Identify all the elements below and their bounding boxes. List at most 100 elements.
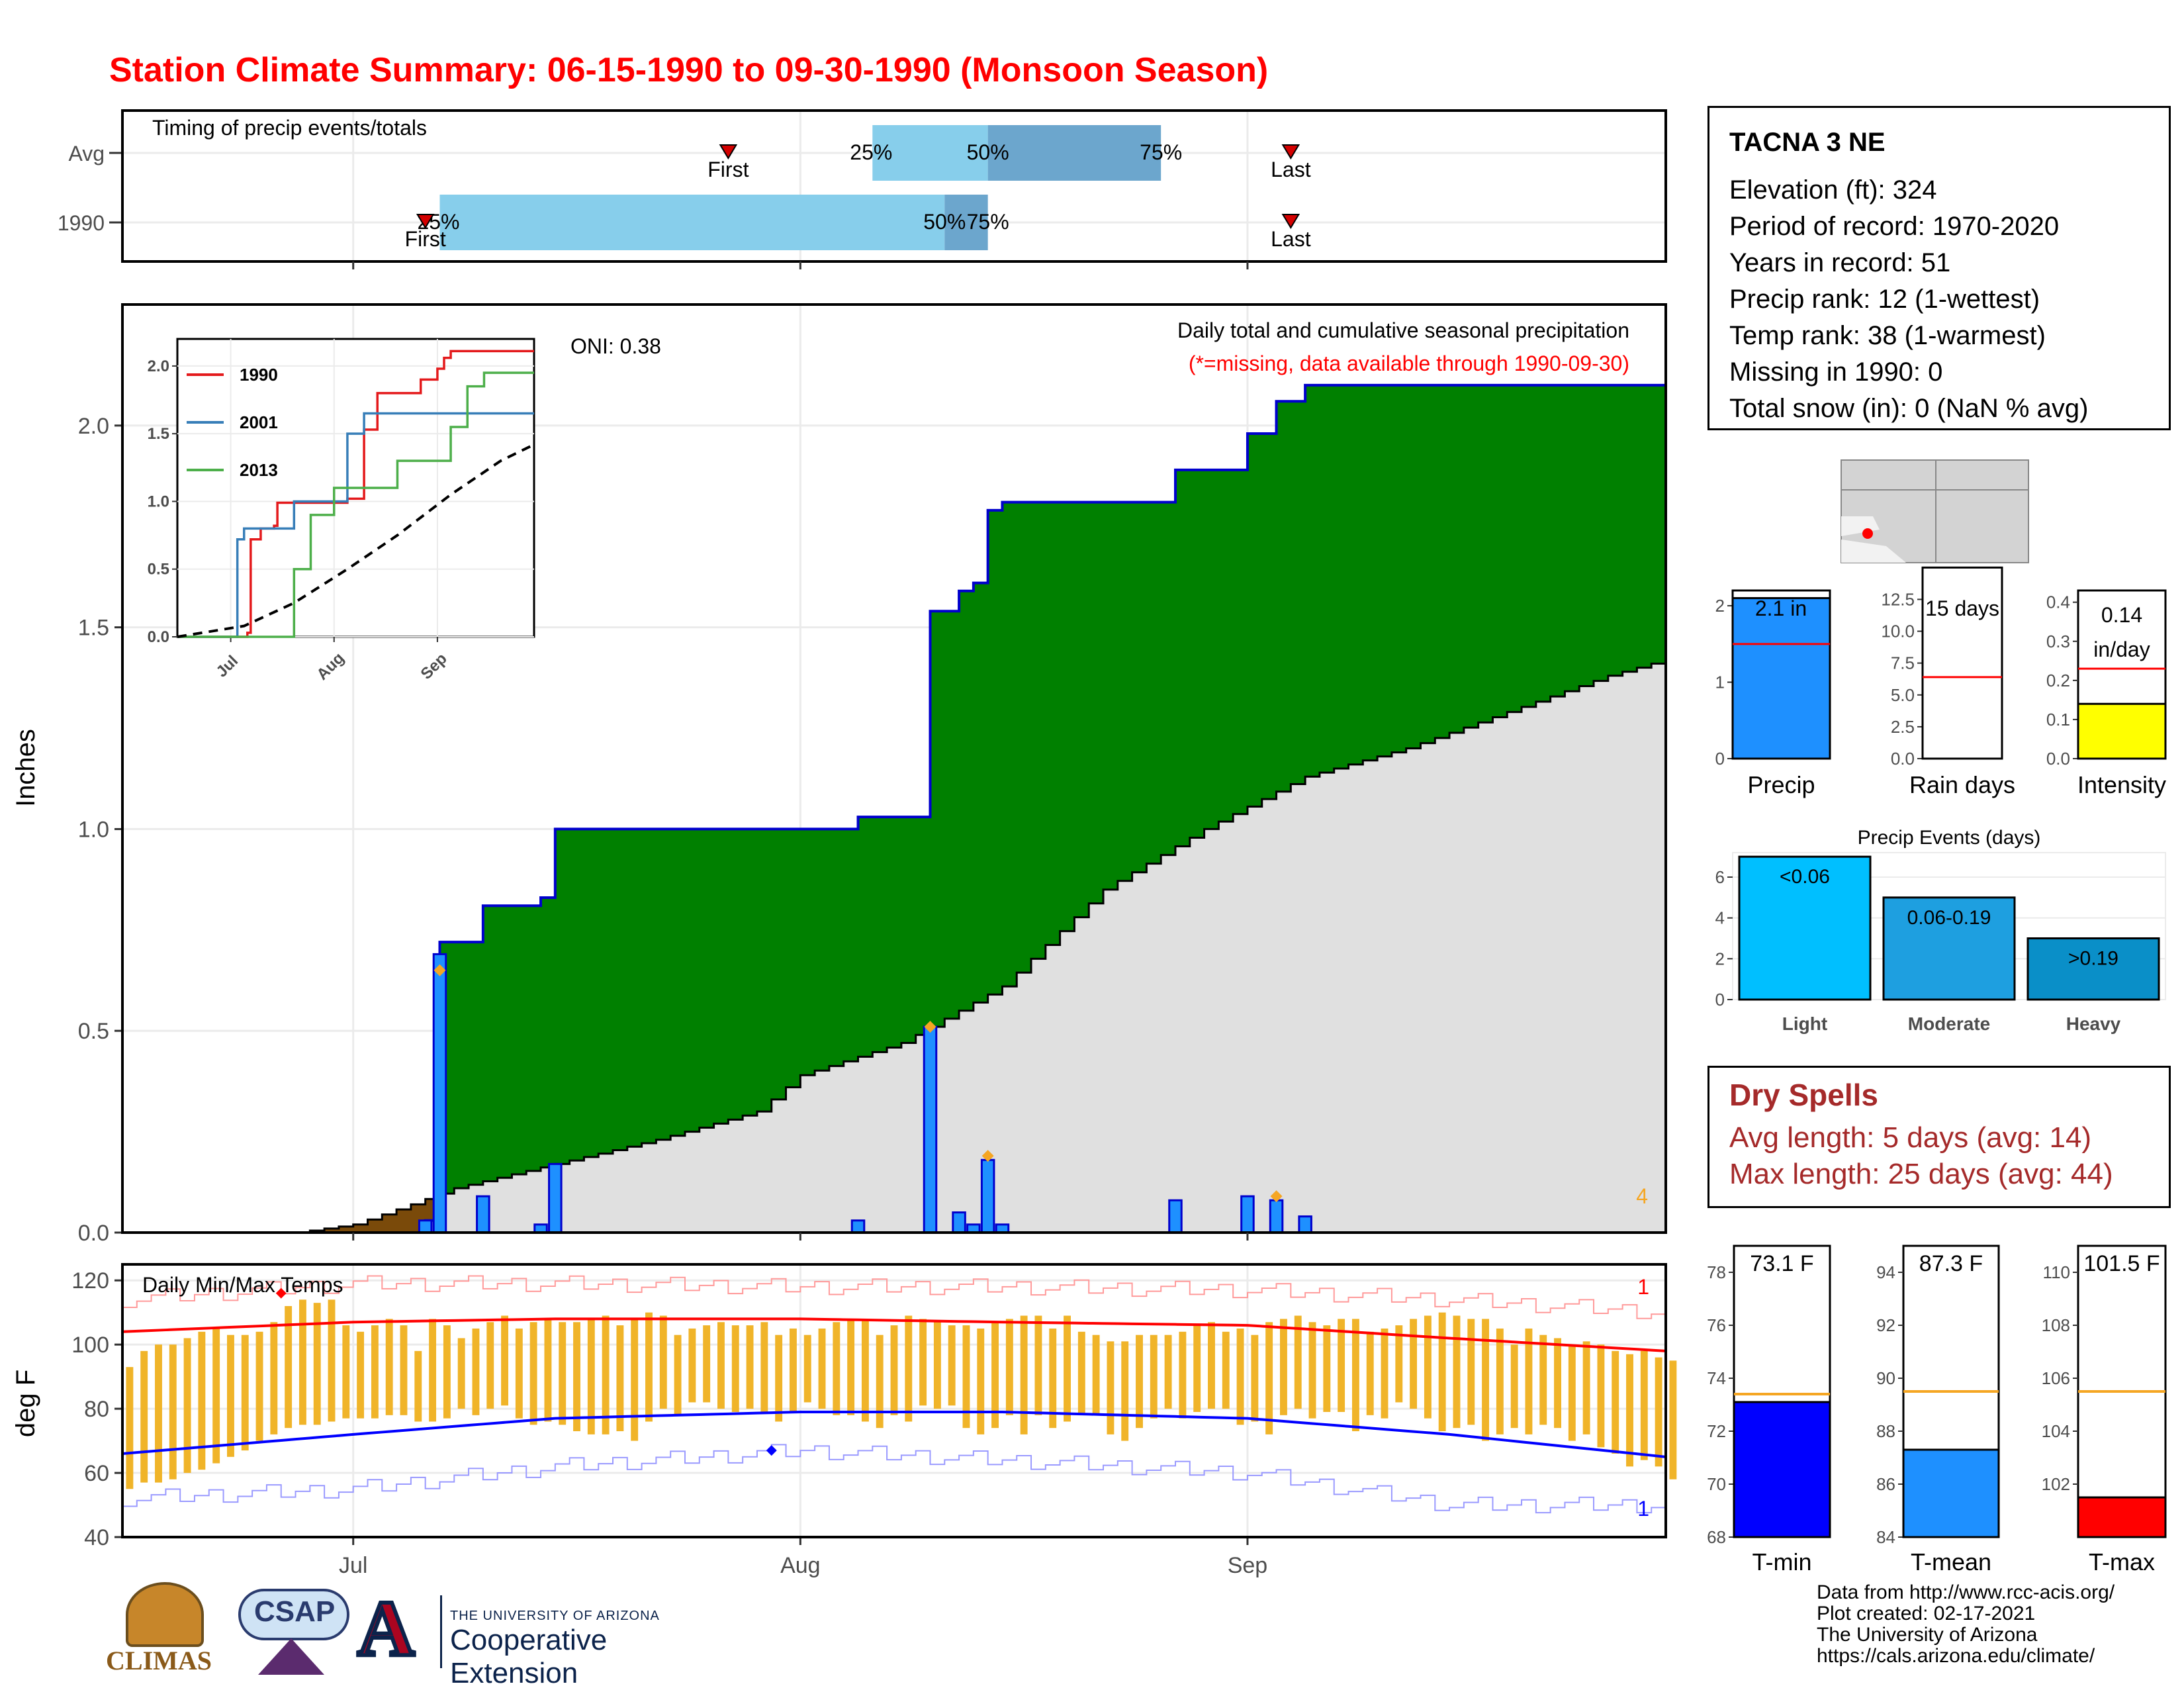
record-high-count: 1 <box>1637 1275 1649 1299</box>
daily-temp-range-bar <box>1381 1328 1388 1419</box>
tmin-mini-value: 73.1 F <box>1750 1251 1813 1276</box>
daily-temp-range-bar <box>183 1338 191 1474</box>
tmin-mini-tick-label: 78 <box>1707 1262 1726 1282</box>
tmax-mini-tick-label: 110 <box>2043 1262 2070 1282</box>
temp-x-tick-label: Aug <box>780 1553 821 1578</box>
inset-legend-label: 2013 <box>240 460 278 480</box>
station-temp-rank: Temp rank: 38 (1-warmest) <box>1729 321 2046 350</box>
daily-temp-range-bar <box>760 1322 768 1412</box>
tmin-mini-tick-label: 74 <box>1707 1368 1726 1388</box>
climas-logo-text: CLIMAS <box>106 1646 212 1675</box>
daily-temp-range-bar <box>544 1319 552 1422</box>
avg-cumulative-line <box>122 659 1667 1234</box>
daily-temp-range-bar <box>285 1306 293 1429</box>
daily-temp-range-bar <box>328 1299 336 1422</box>
precip-mini-tick-label: 0 <box>1715 749 1725 769</box>
timing-p25-label: 25% <box>850 140 892 164</box>
precip-y-tick-label: 1.5 <box>78 616 109 641</box>
precip-mini-tick-label: 2 <box>1715 596 1725 616</box>
tmean-mini-label: T-mean <box>1911 1548 1991 1575</box>
avg-cumulative-area <box>122 659 1666 1233</box>
daily-record-mark <box>981 1150 994 1162</box>
intensity-mini-value: 0.14 <box>2101 603 2142 627</box>
precip-y-tick-label: 0.0 <box>78 1221 109 1246</box>
map-mexico <box>1841 516 1906 563</box>
daily-temp-range-bar <box>573 1322 580 1432</box>
timing-bar-50-75 <box>987 125 1161 181</box>
tmin-mini-tick-label: 68 <box>1707 1527 1726 1547</box>
daily-temp-range-bar <box>342 1325 350 1419</box>
daily-temp-range-bar <box>1669 1360 1677 1479</box>
tmin-mini-bar <box>1733 1401 1831 1538</box>
precip-events-bar-label: <0.06 <box>1780 866 1830 888</box>
ua-a-logo: A <box>355 1587 437 1670</box>
timing-first-marker <box>719 144 738 160</box>
precip-events-tick-label: 6 <box>1715 867 1725 887</box>
daily-temp-range-bar <box>270 1322 278 1434</box>
timing-bar-25-50 <box>439 195 945 250</box>
climas-logo: CLIMAS <box>106 1582 218 1681</box>
timing-bar-25-50 <box>872 125 988 181</box>
daily-precip-bar <box>476 1195 490 1234</box>
daily-temp-range-bar <box>659 1315 667 1409</box>
daily-temp-range-bar <box>1280 1319 1287 1415</box>
daily-temp-range-bar <box>1049 1328 1057 1429</box>
dry-spells-box: Dry Spells Avg length: 5 days (avg: 14) … <box>1707 1066 2171 1208</box>
daily-temp-range-bar <box>140 1350 148 1483</box>
daily-temp-range-bar <box>876 1335 884 1429</box>
precip-events-title: Precip Events (days) <box>1858 827 2041 849</box>
precip-y-tick-label: 1.0 <box>78 817 109 842</box>
intensity-mini-tick-label: 0.0 <box>2046 749 2070 769</box>
daily-temp-range-bar <box>1597 1344 1605 1448</box>
tmin-mini-label: T-min <box>1752 1548 1812 1575</box>
inset-y-tick-label: 0.0 <box>148 628 169 646</box>
daily-temp-range-bar <box>962 1325 970 1429</box>
temp-y-tick-label: 60 <box>84 1461 109 1486</box>
daily-temp-range-bar <box>688 1328 696 1403</box>
tmean-mini-tick-label: 90 <box>1876 1368 1895 1388</box>
daily-record-mark <box>924 1021 936 1033</box>
timing-panel-title: Timing of precip events/totals <box>152 116 427 140</box>
daily-temp-range-bar <box>1236 1328 1244 1425</box>
daily-temp-range-bar <box>1020 1315 1028 1434</box>
precip-panel-title: Daily total and cumulative seasonal prec… <box>1177 318 1629 342</box>
daily-record-mark <box>433 964 446 976</box>
daily-temp-range-bar <box>1467 1319 1475 1425</box>
tmax-mini-value: 101.5 F <box>2083 1251 2160 1276</box>
intensity-mini-tick-label: 0.4 <box>2046 592 2070 612</box>
daily-temp-range-bar <box>1107 1341 1115 1434</box>
daily-temp-range-bar <box>212 1328 220 1464</box>
timing-last-marker <box>1281 144 1300 160</box>
avg-min-line <box>122 1410 1666 1458</box>
daily-temp-range-bar <box>890 1325 898 1415</box>
tmean-mini-tick-label: 84 <box>1876 1527 1895 1547</box>
daily-temp-range-bar <box>1582 1341 1590 1434</box>
record-low-count: 1 <box>1637 1497 1649 1521</box>
daily-temp-range-bar <box>1438 1312 1446 1432</box>
climas-logo-mark <box>126 1582 204 1647</box>
credit-line-university: The University of Arizona <box>1817 1624 2038 1646</box>
locator-map <box>1841 459 2029 563</box>
tmax-mini-tick-label: 104 <box>2042 1421 2070 1441</box>
tmax-mini-tick-label: 108 <box>2042 1315 2070 1335</box>
precip-panel-border <box>121 303 1667 1234</box>
raindays-mini-bar <box>1921 566 2003 760</box>
tmax-mini-bar <box>2077 1496 2167 1538</box>
csap-mountain <box>258 1638 324 1675</box>
daily-precip-bar <box>850 1219 866 1234</box>
raindays-mini-tick-label: 0.0 <box>1891 749 1915 769</box>
tmax-mini-label: T-max <box>2089 1548 2155 1575</box>
daily-temp-range-bar <box>1496 1328 1504 1434</box>
raindays-mini-tick-label: 5.0 <box>1891 685 1915 705</box>
daily-precip-bar <box>952 1211 966 1234</box>
daily-temp-range-bar <box>1338 1319 1345 1412</box>
precip-events-bar-label: >0.19 <box>2068 948 2118 970</box>
daily-temp-range-bar <box>1121 1341 1129 1441</box>
record-high-line <box>122 1275 1666 1319</box>
daily-temp-range-bar <box>1164 1335 1172 1409</box>
daily-temp-range-bar <box>515 1328 523 1419</box>
daily-temp-range-bar <box>674 1335 682 1415</box>
daily-temp-range-bar <box>1453 1315 1461 1429</box>
timing-first-label: First <box>707 158 749 181</box>
